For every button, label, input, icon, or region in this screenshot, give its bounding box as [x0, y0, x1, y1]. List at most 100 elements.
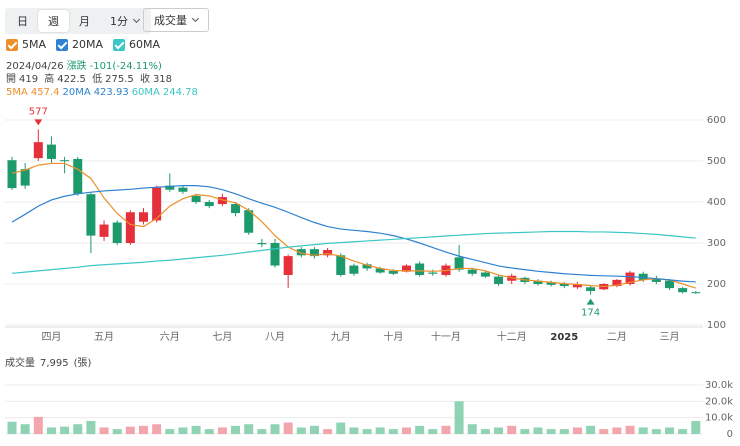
date: 2024/04/26 — [6, 61, 64, 72]
x-tick-label: 三月 — [660, 331, 680, 343]
period-tabs: 日 週 月 1分 — [5, 8, 151, 34]
volume-bar — [480, 429, 490, 434]
volume-bar — [665, 427, 674, 434]
candle-body — [191, 195, 201, 202]
volume-bar — [533, 427, 543, 434]
volume-bar — [454, 401, 464, 434]
candle-body — [60, 160, 70, 162]
candle-body — [572, 284, 582, 288]
indicator-dropdown[interactable]: 成交量 — [143, 8, 209, 32]
candle-body — [336, 255, 346, 275]
ohlc-value: 422.5 — [57, 74, 86, 85]
volume-bar — [586, 425, 596, 434]
legend-checkbox — [56, 38, 69, 51]
volume-bar — [349, 427, 359, 434]
candle-body — [546, 281, 556, 285]
y-tick-label: 30.0k — [705, 380, 733, 391]
ohlc-label: 高 — [44, 74, 55, 85]
period-tab[interactable]: 月 — [69, 10, 100, 32]
ma-name: 60MA — [131, 87, 160, 98]
volume-bar — [428, 429, 438, 434]
volume-bar — [638, 427, 648, 434]
period-tab[interactable]: 日 — [7, 10, 38, 32]
info-line: 2024/04/26 漲跌 -101(-24.11%) — [6, 60, 201, 73]
x-tick-label: 十一月 — [431, 330, 461, 343]
volume-bar — [152, 424, 162, 434]
volume-bar — [257, 429, 267, 434]
candle-body — [625, 272, 635, 284]
volume-bar — [507, 425, 517, 434]
x-tick-label: 五月 — [94, 331, 114, 343]
candle-body — [467, 269, 477, 274]
volume-bar — [46, 427, 56, 434]
candle-body — [375, 268, 385, 273]
y-tick-label: 200 — [707, 279, 726, 290]
candle-body — [270, 243, 280, 266]
volume-bar — [612, 427, 622, 434]
volume-bar — [572, 427, 582, 434]
ma-line — [11, 230, 696, 274]
legend-item[interactable]: 5MA — [6, 38, 46, 51]
candle-body — [139, 212, 148, 222]
candle-body — [388, 270, 398, 274]
volume-bar — [362, 429, 372, 434]
legend-item[interactable]: 20MA — [56, 38, 103, 51]
change: -101(-24.11%) — [89, 61, 162, 72]
period-tab[interactable]: 1分 — [100, 10, 149, 32]
candle-body — [402, 265, 411, 272]
candle-body — [257, 243, 267, 245]
candle-body — [204, 202, 214, 207]
candle-body — [7, 160, 17, 189]
legend-label: 5MA — [22, 38, 47, 51]
x-tick-label: 四月 — [41, 331, 61, 343]
volume-bar — [283, 422, 293, 434]
volume-bar — [60, 426, 70, 434]
volume-bar — [323, 429, 333, 434]
legend-checkbox — [6, 38, 18, 51]
candle-body — [665, 280, 674, 289]
volume-bar — [99, 427, 109, 434]
x-tick-label: 十月 — [383, 330, 403, 343]
candle-body — [638, 273, 648, 280]
x-tick-label: 八月 — [265, 331, 285, 343]
candle-body — [33, 142, 43, 159]
period-tab[interactable]: 週 — [38, 10, 69, 32]
volume-bar — [139, 425, 148, 434]
y-tick-label: 100 — [707, 320, 726, 331]
volume-bar — [33, 416, 43, 434]
volume-bar — [244, 424, 254, 434]
ohlc-label: 收 — [139, 74, 150, 85]
ma-value: 423.93 — [93, 87, 129, 98]
x-tick-label: 七月 — [212, 331, 232, 343]
candle-body — [651, 279, 661, 282]
tab-label: 月 — [79, 15, 90, 28]
ma-name: 5MA — [6, 87, 28, 98]
legend-checkbox — [113, 38, 126, 51]
candle-body — [73, 158, 83, 194]
dropdown-label: 成交量 — [154, 14, 187, 27]
candle-body — [112, 222, 122, 243]
ohlc-label: 低 — [92, 74, 103, 85]
candle-body — [494, 276, 504, 284]
candle-body — [362, 264, 372, 269]
legend-item[interactable]: 60MA — [113, 38, 160, 51]
candle-body — [283, 256, 293, 275]
candle-body — [296, 249, 306, 256]
volume-header: 成交量 7,995 (張) — [5, 356, 92, 369]
volume-bar — [270, 424, 280, 434]
candle-body — [678, 288, 688, 293]
candle-body — [323, 249, 333, 256]
volume-bar — [599, 429, 609, 434]
candle-body — [309, 249, 319, 257]
ma-value: 244.78 — [162, 87, 198, 98]
candle-body — [231, 204, 241, 214]
x-tick-label: 二月 — [607, 331, 627, 343]
tab-label: 週 — [48, 15, 59, 28]
ohlc-value: 275.5 — [105, 74, 134, 85]
candle-body — [152, 187, 162, 221]
candle-body — [165, 185, 175, 190]
volume-bar — [217, 427, 227, 434]
ma-line — [11, 185, 696, 283]
ohlc-value: 419 — [19, 74, 39, 85]
